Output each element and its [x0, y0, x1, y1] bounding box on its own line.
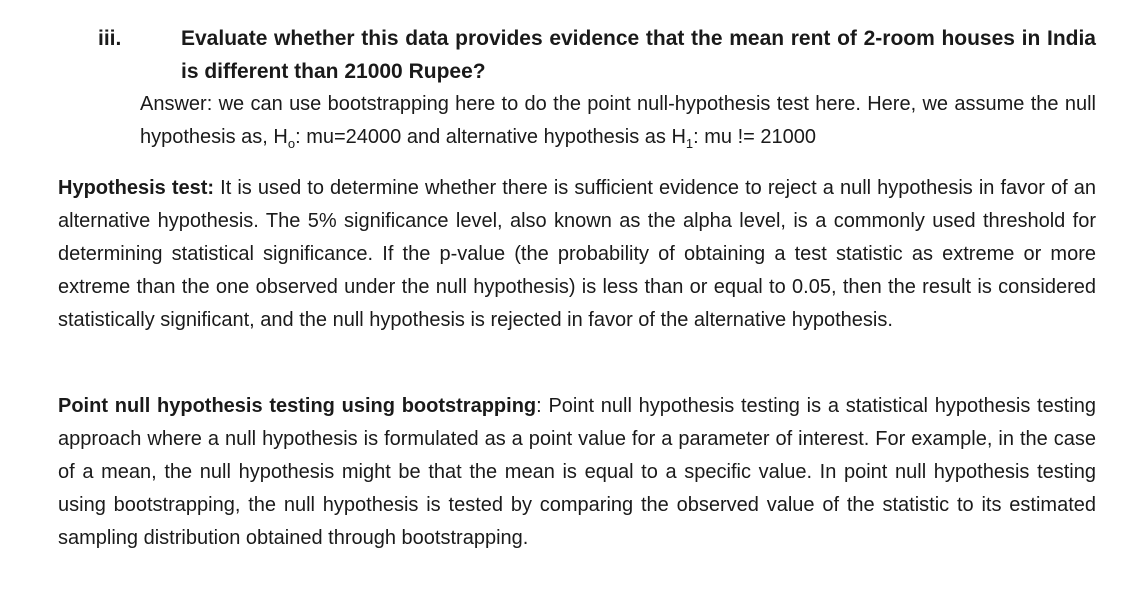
- h1-subscript: 1: [685, 136, 694, 151]
- answer-text-middle: : mu=24000 and alternative hypothesis as…: [295, 126, 686, 148]
- hypothesis-test-heading: Hypothesis test:: [58, 177, 215, 199]
- answer-text-start: Answer: we can use bootstrapping here to…: [140, 93, 1096, 148]
- answer-paragraph: Answer: we can use bootstrapping here to…: [140, 88, 1096, 160]
- bootstrap-paragraph: Point null hypothesis testing using boot…: [58, 390, 1096, 555]
- question-text: Evaluate whether this data provides evid…: [181, 27, 1096, 83]
- bootstrap-body: : Point null hypothesis testing is a sta…: [58, 395, 1096, 549]
- hypothesis-test-paragraph: Hypothesis test: It is used to determine…: [58, 172, 1096, 337]
- answer-text-end: : mu != 21000: [693, 126, 817, 148]
- hypothesis-test-body: It is used to determine whether there is…: [58, 177, 1096, 331]
- question-number: iii.: [98, 27, 122, 50]
- bootstrap-heading: Point null hypothesis testing using boot…: [58, 395, 537, 417]
- h0-subscript: o: [287, 136, 296, 151]
